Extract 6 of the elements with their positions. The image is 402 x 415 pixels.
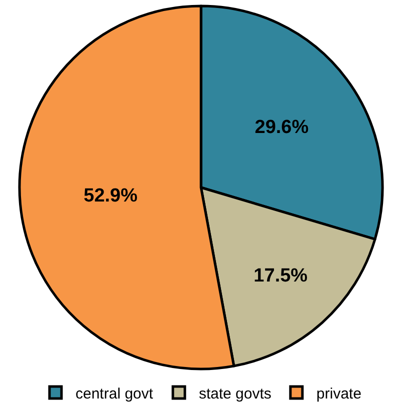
- legend-label: central govt: [76, 385, 154, 402]
- legend-label: state govts: [198, 385, 272, 402]
- data-label: 52.9%: [84, 185, 138, 206]
- data-label: 29.6%: [254, 116, 309, 138]
- data-label: 17.5%: [254, 266, 308, 287]
- legend-label: private: [316, 385, 362, 402]
